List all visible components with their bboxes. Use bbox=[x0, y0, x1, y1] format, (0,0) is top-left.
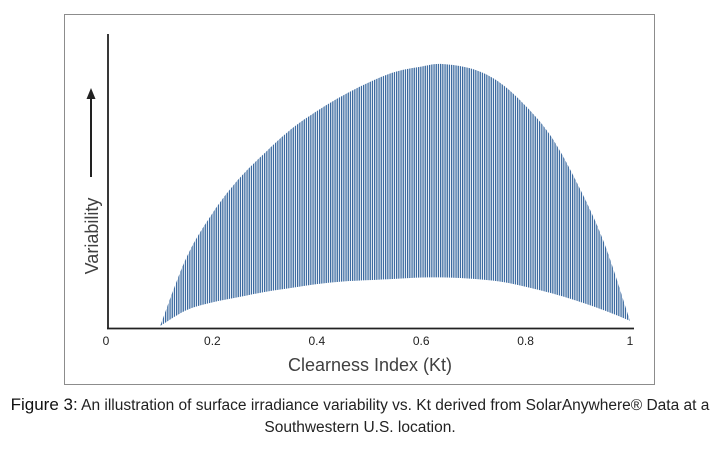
y-axis-title: Variability bbox=[82, 198, 102, 275]
x-tick-label: 0.4 bbox=[308, 334, 325, 348]
x-tick-label: 0.2 bbox=[204, 334, 221, 348]
axes bbox=[86, 34, 634, 330]
variability-band-area bbox=[160, 63, 630, 326]
figure-caption: Figure 3: An illustration of surface irr… bbox=[0, 394, 720, 439]
x-axis-title: Clearness Index (Kt) bbox=[288, 355, 452, 375]
x-tick-labels: 0 0.2 0.4 0.6 0.8 1 bbox=[103, 334, 634, 348]
x-tick-label: 1 bbox=[627, 334, 634, 348]
x-tick-label: 0.8 bbox=[517, 334, 534, 348]
area-layer bbox=[160, 63, 630, 326]
caption-label: Figure 3: bbox=[10, 395, 78, 414]
y-axis-arrow-head bbox=[86, 88, 96, 99]
x-tick-label: 0 bbox=[103, 334, 110, 348]
caption-text: An illustration of surface irradiance va… bbox=[77, 397, 710, 436]
x-tick-label: 0.6 bbox=[413, 334, 430, 348]
